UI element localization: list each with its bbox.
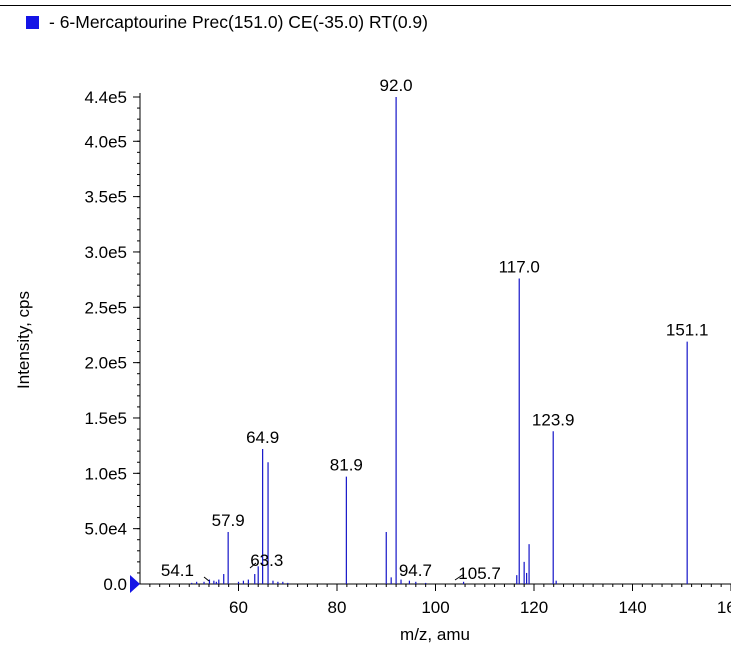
y-axis-ticks: 0.0 5.0e4 1.0e5 1.5e5 2.0e5 2.5e5 3.0e5 3.5e5 4.… bbox=[84, 88, 140, 594]
peak-label: 54.1 bbox=[161, 561, 194, 580]
label-leader-line bbox=[203, 576, 210, 582]
y-tick-label: 4.0e5 bbox=[84, 132, 127, 151]
x-tick-label: 100 bbox=[421, 598, 449, 617]
y-tick-label: 5.0e4 bbox=[84, 520, 127, 539]
legend: - 6-Mercaptourine Prec(151.0) CE(-35.0) … bbox=[26, 10, 428, 34]
label-leader-line bbox=[454, 573, 465, 581]
baseline-marker-icon bbox=[130, 575, 140, 593]
x-axis-label: m/z, amu bbox=[400, 625, 470, 644]
peak-label: 117.0 bbox=[499, 258, 540, 277]
peaks bbox=[191, 97, 688, 584]
y-tick-label: 4.4e5 bbox=[84, 88, 127, 107]
y-minor-ticks bbox=[137, 96, 140, 574]
peak-label: 105.7 bbox=[458, 564, 501, 583]
y-tick-label: 3.5e5 bbox=[84, 188, 127, 207]
y-tick-label: 2.5e5 bbox=[84, 298, 127, 317]
peak-label: 64.9 bbox=[246, 428, 279, 447]
legend-swatch bbox=[26, 15, 39, 29]
peak-label: 151.1 bbox=[666, 321, 709, 340]
peak-label: 123.9 bbox=[532, 410, 575, 429]
x-tick-label: 140 bbox=[618, 598, 646, 617]
label-leader-line bbox=[249, 562, 257, 569]
peak-label: 94.7 bbox=[399, 561, 432, 580]
y-tick-label: 2.0e5 bbox=[84, 354, 127, 373]
y-tick-label: 0.0 bbox=[103, 575, 127, 594]
y-tick-label: 3.0e5 bbox=[84, 243, 127, 262]
x-tick-label: 60 bbox=[229, 598, 248, 617]
peak-label: 63.3 bbox=[250, 551, 283, 570]
x-minor-ticks bbox=[149, 584, 722, 587]
top-border bbox=[0, 5, 731, 6]
x-tick-label: 80 bbox=[328, 598, 347, 617]
peak-label: 81.9 bbox=[330, 456, 363, 475]
peak-labels: 92.0 117.0 151.1 123.9 64.9 81.9 57.9 63.3 54.1 9… bbox=[161, 76, 709, 583]
peak-label: 57.9 bbox=[212, 511, 245, 530]
x-tick-label: 160 bbox=[717, 598, 731, 617]
y-axis-label: Intensity, cps bbox=[14, 291, 33, 389]
legend-label: - 6-Mercaptourine Prec(151.0) CE(-35.0) … bbox=[49, 11, 428, 32]
x-tick-label: 120 bbox=[520, 598, 548, 617]
peak-label: 92.0 bbox=[380, 76, 413, 95]
y-tick-label: 1.5e5 bbox=[84, 409, 127, 428]
x-axis-ticks: 60 80 100 120 140 160 bbox=[229, 584, 731, 617]
y-tick-label: 1.0e5 bbox=[84, 464, 127, 483]
